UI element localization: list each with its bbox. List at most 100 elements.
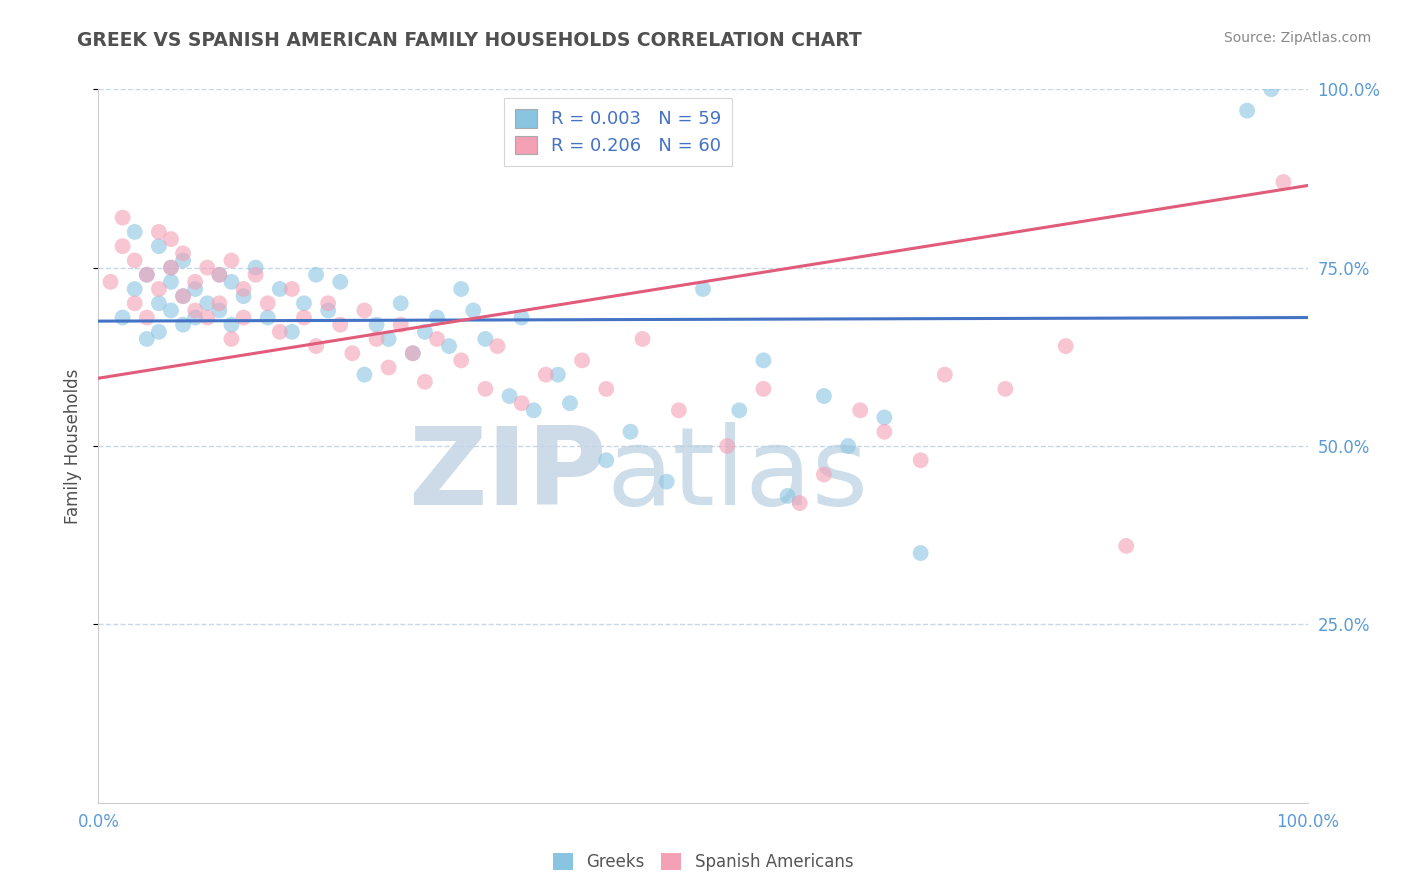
Point (148, 325, 170, 339)
Point (184, 282, 207, 296)
Y-axis label: Family Households: Family Households (63, 368, 82, 524)
Point (692, 282, 714, 296)
Point (124, 225, 146, 239)
Point (474, 382, 496, 396)
Point (208, 296, 231, 310)
Point (184, 303, 207, 318)
Point (160, 275, 183, 289)
Point (184, 275, 207, 289)
Point (450, 353, 472, 368)
Point (571, 353, 593, 368)
Point (281, 325, 304, 339)
Point (172, 318, 194, 332)
Point (426, 332, 449, 346)
Point (377, 332, 399, 346)
Point (256, 296, 278, 310)
Point (655, 475, 678, 489)
Point (450, 282, 472, 296)
Point (813, 467, 835, 482)
Point (534, 368, 557, 382)
Point (498, 389, 520, 403)
Point (342, 346, 364, 360)
Point (873, 410, 896, 425)
Point (256, 310, 278, 325)
Point (245, 268, 267, 282)
Point (160, 303, 183, 318)
Point (1115, 539, 1137, 553)
Point (111, 239, 134, 253)
Point (1054, 339, 1077, 353)
Point (111, 211, 134, 225)
Point (245, 260, 267, 275)
Point (994, 382, 1017, 396)
Point (353, 368, 375, 382)
Point (160, 260, 183, 275)
Point (595, 382, 617, 396)
Point (208, 268, 231, 282)
Point (269, 282, 291, 296)
Point (752, 382, 775, 396)
Point (413, 375, 436, 389)
Point (934, 368, 956, 382)
Point (1272, 175, 1295, 189)
Point (510, 396, 533, 410)
Point (910, 453, 932, 467)
Point (195, 310, 218, 325)
Point (195, 296, 218, 310)
Point (413, 325, 436, 339)
Point (160, 260, 183, 275)
Point (1260, 82, 1282, 96)
Point (232, 289, 254, 303)
Point (716, 439, 738, 453)
Point (208, 303, 231, 318)
Point (100, 275, 122, 289)
Point (595, 453, 617, 467)
Point (221, 318, 243, 332)
Point (728, 403, 751, 417)
Text: ZIP: ZIP (408, 422, 606, 527)
Legend: R = 0.003   N = 59, R = 0.206   N = 60: R = 0.003 N = 59, R = 0.206 N = 60 (505, 98, 733, 166)
Legend: Greeks, Spanish Americans: Greeks, Spanish Americans (544, 845, 862, 880)
Point (148, 239, 170, 253)
Point (305, 339, 328, 353)
Point (221, 332, 243, 346)
Point (389, 318, 412, 332)
Point (910, 546, 932, 560)
Point (135, 268, 157, 282)
Point (221, 275, 243, 289)
Point (389, 296, 412, 310)
Point (547, 368, 569, 382)
Point (668, 403, 690, 417)
Point (232, 282, 254, 296)
Text: GREEK VS SPANISH AMERICAN FAMILY HOUSEHOLDS CORRELATION CHART: GREEK VS SPANISH AMERICAN FAMILY HOUSEHO… (77, 31, 862, 50)
Point (474, 332, 496, 346)
Point (523, 403, 546, 417)
Point (873, 425, 896, 439)
Point (776, 489, 799, 503)
Point (111, 310, 134, 325)
Point (172, 246, 194, 260)
Point (172, 289, 194, 303)
Point (172, 289, 194, 303)
Point (195, 260, 218, 275)
Point (837, 439, 859, 453)
Text: Source: ZipAtlas.com: Source: ZipAtlas.com (1223, 31, 1371, 45)
Point (752, 353, 775, 368)
Point (463, 303, 485, 318)
Point (366, 318, 388, 332)
Point (148, 225, 170, 239)
Point (558, 396, 581, 410)
Point (377, 360, 399, 375)
Point (631, 332, 654, 346)
Point (124, 282, 146, 296)
Point (1236, 103, 1258, 118)
Point (208, 268, 231, 282)
Point (329, 318, 352, 332)
Point (329, 275, 352, 289)
Point (281, 282, 304, 296)
Point (849, 403, 872, 417)
Point (426, 310, 449, 325)
Point (172, 253, 194, 268)
Point (316, 296, 339, 310)
Point (292, 296, 315, 310)
